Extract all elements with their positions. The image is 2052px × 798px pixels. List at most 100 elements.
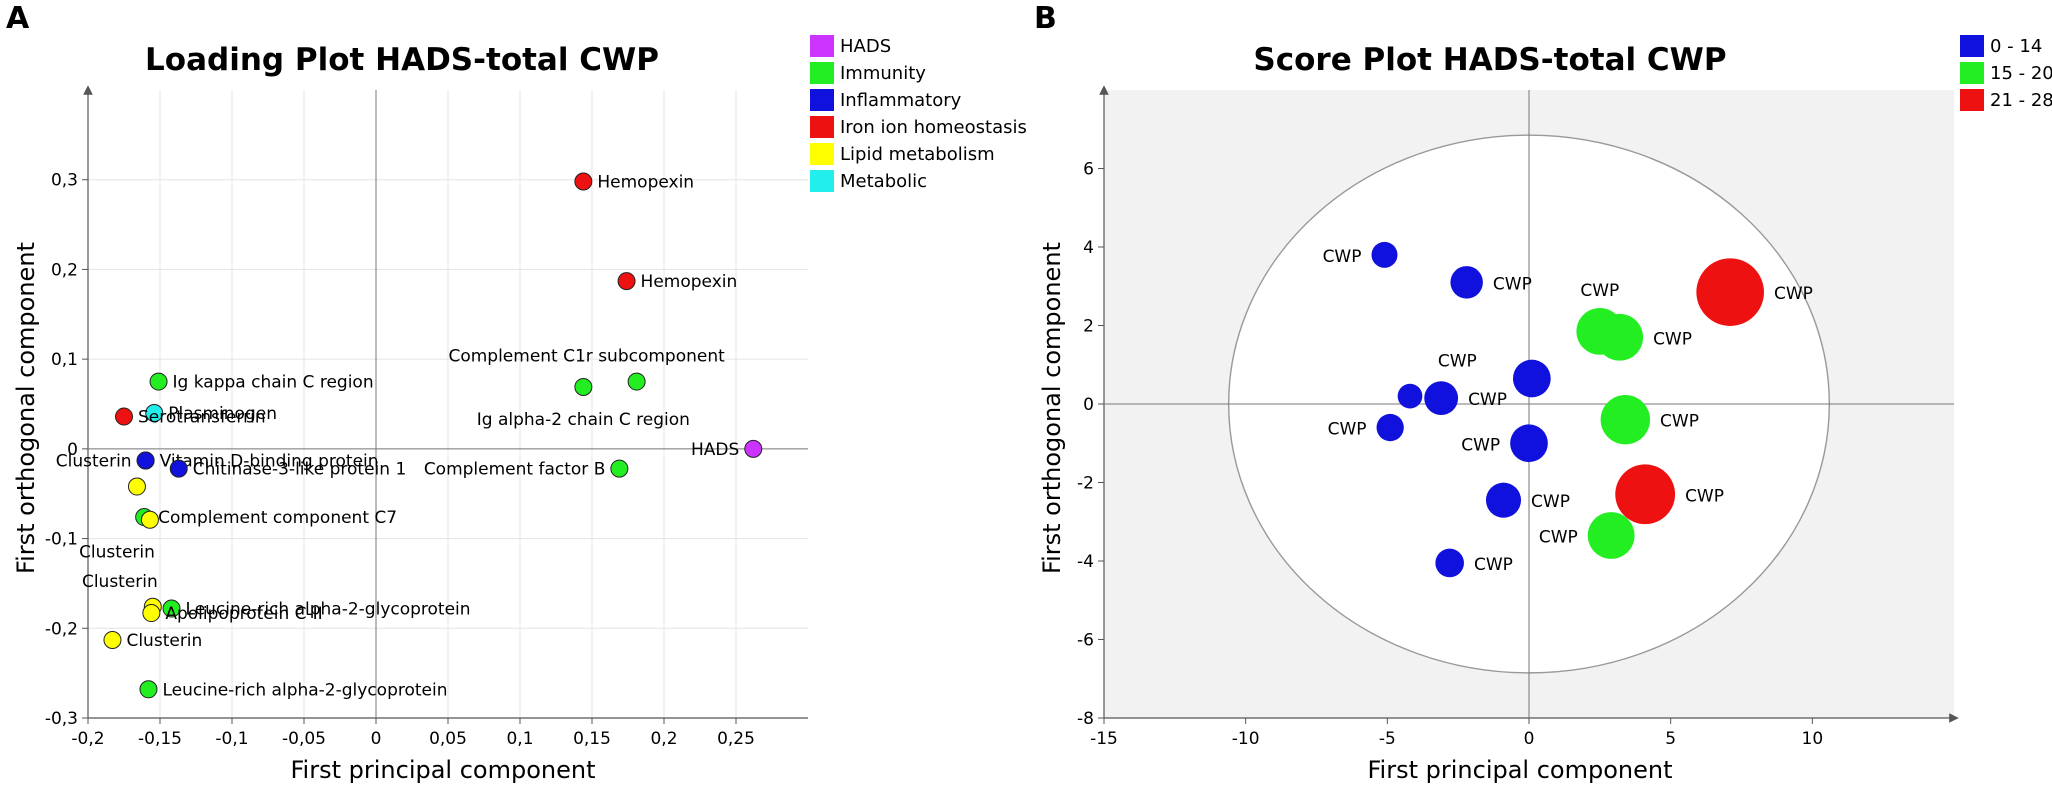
loading-point-label: Complement C1r subcomponent bbox=[448, 347, 725, 367]
loading-plot-points: Hemopexin Hemopexin Complement C1r subcomp… bbox=[56, 172, 763, 700]
loading-legend-swatch-metabolic bbox=[810, 170, 834, 192]
loading-plot-title: Loading Plot HADS-total CWP bbox=[145, 42, 659, 78]
score-point-15-20 bbox=[1600, 395, 1651, 445]
loading-point-label: Apolipoprotein C-II bbox=[165, 604, 322, 624]
loading-y-tick-label: 0,3 bbox=[51, 171, 78, 191]
loading-y-tick-label: 0 bbox=[67, 440, 78, 460]
score-point-0-14 bbox=[1371, 241, 1398, 268]
loading-plot-ticks: -0,2 -0,15 -0,1 -0,05 0 0,05 0,1 0,15 0,2 0,25 -0,… bbox=[45, 171, 755, 749]
loading-point-label: Clusterin bbox=[82, 572, 158, 592]
loading-x-tick-label: -0,1 bbox=[215, 729, 248, 749]
loading-legend-label: Iron ion homeostasis bbox=[840, 117, 1027, 138]
score-point-0-14 bbox=[1397, 383, 1423, 409]
loading-point-immunity bbox=[627, 372, 646, 391]
score-plot-ticks: -15 -10 -5 0 5 10 -8 -6 -4 -2 0 2 4 6 bbox=[1077, 160, 1823, 750]
score-legend-label: 15 - 20 bbox=[1990, 63, 2052, 84]
score-point-21-28 bbox=[1615, 464, 1676, 525]
score-point-label: CWP bbox=[1328, 420, 1367, 440]
score-plot-points: CWP CWP CWP CWP CWP CWP CWP CWP CWP CWP CWP CWP CWP C… bbox=[1323, 241, 1813, 578]
score-y-tick-label: 0 bbox=[1083, 395, 1094, 415]
loading-legend-swatch-immunity bbox=[810, 62, 834, 84]
loading-plot-legend: HADS Immunity Inflammatory Iron ion homeost… bbox=[810, 35, 1027, 192]
score-point-15-20 bbox=[1587, 512, 1635, 559]
score-plot-xlabel: First principal component bbox=[1368, 756, 1673, 784]
loading-point-inflammatory bbox=[136, 451, 155, 470]
score-y-tick-label: -4 bbox=[1077, 552, 1094, 572]
score-y-tick-label: 6 bbox=[1083, 160, 1094, 180]
loading-y-tick-label: -0,3 bbox=[45, 709, 78, 729]
loading-x-tick-label: 0,1 bbox=[506, 729, 533, 749]
score-y-tick-label: 4 bbox=[1083, 238, 1094, 258]
score-legend-swatch-15-20 bbox=[1960, 62, 1984, 84]
loading-point-immunity bbox=[149, 372, 168, 391]
loading-point-label: Serotransferrin bbox=[138, 408, 266, 428]
score-point-label: CWP bbox=[1774, 284, 1813, 304]
loading-y-tick-label: 0,2 bbox=[51, 260, 78, 280]
loading-x-tick-label: -0,05 bbox=[282, 729, 326, 749]
loading-point-immunity bbox=[610, 459, 629, 478]
score-plot: B Score Plot HADS-total CWP -15 -10 -5 0 5 10… bbox=[1034, 1, 2052, 784]
loading-point-label: Vitamin D-binding protein bbox=[160, 452, 379, 472]
score-x-tick-label: -5 bbox=[1379, 729, 1396, 749]
loading-point-immunity bbox=[574, 377, 593, 396]
loading-plot-ylabel: First orthogonal component bbox=[12, 242, 40, 574]
score-plot-title: Score Plot HADS-total CWP bbox=[1253, 42, 1726, 78]
score-point-0-14 bbox=[1512, 359, 1551, 398]
loading-point-immunity bbox=[162, 599, 181, 618]
score-point-label: CWP bbox=[1323, 247, 1362, 267]
loading-point-label: Hemopexin bbox=[641, 272, 738, 292]
loading-y-tick-label: -0,2 bbox=[45, 619, 78, 639]
score-point-0-14 bbox=[1424, 381, 1459, 416]
loading-point-label: Clusterin bbox=[56, 452, 132, 472]
score-point-label: CWP bbox=[1653, 329, 1692, 349]
score-x-tick-label: 10 bbox=[1802, 729, 1824, 749]
loading-x-tick-label: 0,05 bbox=[429, 729, 467, 749]
loading-point-lipid-metabolism bbox=[103, 630, 122, 649]
score-point-label: CWP bbox=[1468, 390, 1507, 410]
score-point-label: CWP bbox=[1539, 527, 1578, 547]
score-point-label: CWP bbox=[1531, 492, 1570, 512]
score-y-tick-label: -2 bbox=[1077, 474, 1094, 494]
loading-point-iron-ion-homeostasis bbox=[617, 272, 636, 291]
loading-point-label: Clusterin bbox=[126, 631, 202, 651]
loading-point-label: HADS bbox=[691, 440, 739, 460]
loading-point-hads bbox=[744, 439, 763, 458]
loading-legend-swatch-hads bbox=[810, 35, 834, 57]
loading-legend-swatch-inflammatory bbox=[810, 89, 834, 111]
score-point-label: CWP bbox=[1580, 281, 1619, 301]
score-point-0-14 bbox=[1376, 413, 1404, 442]
loading-point-label: Leucine-rich alpha-2-glycoprotein bbox=[186, 600, 471, 620]
loading-point-lipid-metabolism bbox=[140, 510, 159, 529]
score-legend-swatch-0-14 bbox=[1960, 35, 1984, 57]
loading-x-tick-label: 0,15 bbox=[573, 729, 611, 749]
loading-plot-xlabel: First principal component bbox=[291, 756, 596, 784]
panel-b-letter: B bbox=[1034, 1, 1057, 36]
loading-point-inflammatory bbox=[169, 459, 188, 478]
loading-y-tick-label: -0,1 bbox=[45, 530, 78, 550]
loading-point-label: Complement component C7 bbox=[158, 508, 397, 528]
score-point-label: CWP bbox=[1438, 351, 1477, 371]
score-x-tick-label: -15 bbox=[1090, 729, 1118, 749]
loading-point-metabolic bbox=[145, 403, 164, 422]
score-point-21-28 bbox=[1696, 258, 1764, 326]
score-point-label: CWP bbox=[1474, 555, 1513, 575]
loading-point-label: Chitinase-3-like protein 1 bbox=[193, 460, 407, 480]
score-x-tick-label: 0 bbox=[1524, 729, 1535, 749]
loading-point-label: Plasminogen bbox=[168, 404, 277, 424]
score-y-tick-label: 2 bbox=[1083, 317, 1094, 337]
score-point-label: CWP bbox=[1461, 435, 1500, 455]
score-plot-legend: 0 - 14 15 - 20 21 - 28 bbox=[1960, 35, 2052, 111]
score-legend-label: 0 - 14 bbox=[1990, 36, 2042, 57]
loading-y-tick-label: 0,1 bbox=[51, 350, 78, 370]
loading-point-lipid-metabolism bbox=[142, 604, 161, 623]
score-point-15-20 bbox=[1596, 313, 1644, 361]
score-x-tick-label: 5 bbox=[1665, 729, 1676, 749]
loading-legend-label: Immunity bbox=[840, 63, 926, 84]
loading-point-lipid-metabolism bbox=[127, 477, 146, 496]
loading-x-tick-label: -0,15 bbox=[138, 729, 182, 749]
score-point-0-14 bbox=[1435, 548, 1464, 578]
loading-point-label: Complement factor B bbox=[424, 460, 606, 480]
score-point-0-14 bbox=[1510, 424, 1548, 463]
loading-point-iron-ion-homeostasis bbox=[574, 172, 593, 191]
loading-legend-swatch-iron-ion-homeostasis bbox=[810, 116, 834, 138]
